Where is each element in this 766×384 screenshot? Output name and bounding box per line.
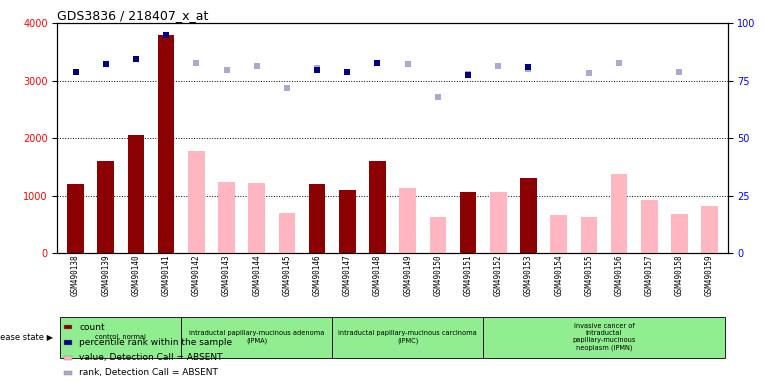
- Point: [70, 69, 82, 75]
- Text: control, normal: control, normal: [96, 334, 146, 340]
- Text: GSM490157: GSM490157: [645, 255, 653, 296]
- Bar: [671, 214, 688, 253]
- Text: GSM490158: GSM490158: [675, 255, 684, 296]
- Bar: [490, 192, 506, 253]
- Text: intraductal papillary-mucinous adenoma
(IPMA): intraductal papillary-mucinous adenoma (…: [189, 330, 325, 344]
- Point: [462, 72, 474, 78]
- Point: [160, 31, 172, 38]
- Bar: [218, 182, 235, 253]
- Bar: [64, 371, 73, 375]
- Text: GSM490159: GSM490159: [705, 255, 714, 296]
- Bar: [430, 217, 446, 253]
- Point: [190, 60, 202, 66]
- Text: GSM490156: GSM490156: [614, 255, 624, 296]
- Text: GSM490155: GSM490155: [584, 255, 594, 296]
- Text: GSM490148: GSM490148: [373, 255, 382, 296]
- Point: [583, 70, 595, 76]
- Text: GSM490150: GSM490150: [434, 255, 442, 296]
- Text: GSM490138: GSM490138: [71, 255, 80, 296]
- Bar: [339, 190, 355, 253]
- Text: GSM490151: GSM490151: [463, 255, 473, 296]
- Text: rank, Detection Call = ABSENT: rank, Detection Call = ABSENT: [79, 368, 218, 377]
- Bar: [369, 161, 386, 253]
- Point: [311, 65, 323, 71]
- Bar: [188, 152, 205, 253]
- Text: value, Detection Call = ABSENT: value, Detection Call = ABSENT: [79, 353, 223, 362]
- Point: [462, 71, 474, 77]
- Text: GSM490154: GSM490154: [554, 255, 563, 296]
- Point: [100, 61, 112, 67]
- Text: intraductal papillary-mucinous carcinoma
(IPMC): intraductal papillary-mucinous carcinoma…: [339, 330, 477, 344]
- Bar: [248, 183, 265, 253]
- Text: GSM490139: GSM490139: [101, 255, 110, 296]
- Point: [522, 64, 535, 70]
- Text: GSM490152: GSM490152: [494, 255, 502, 296]
- Text: percentile rank within the sample: percentile rank within the sample: [79, 338, 232, 347]
- Text: GSM490140: GSM490140: [132, 255, 140, 296]
- Point: [129, 56, 142, 62]
- Bar: [128, 136, 144, 253]
- Point: [613, 60, 625, 66]
- FancyBboxPatch shape: [61, 317, 182, 358]
- Text: GSM490149: GSM490149: [403, 255, 412, 296]
- Bar: [158, 35, 175, 253]
- Point: [372, 60, 384, 66]
- Point: [492, 63, 504, 69]
- Text: GDS3836 / 218407_x_at: GDS3836 / 218407_x_at: [57, 9, 209, 22]
- Text: disease state ▶: disease state ▶: [0, 333, 54, 341]
- Text: GSM490147: GSM490147: [343, 255, 352, 296]
- Text: GSM490145: GSM490145: [283, 255, 291, 296]
- Bar: [460, 192, 476, 253]
- Point: [341, 69, 353, 75]
- Bar: [64, 325, 73, 329]
- Bar: [641, 200, 657, 253]
- Text: GSM490143: GSM490143: [222, 255, 231, 296]
- Bar: [520, 178, 537, 253]
- Bar: [64, 341, 73, 344]
- Text: GSM490146: GSM490146: [313, 255, 322, 296]
- Bar: [702, 206, 718, 253]
- Point: [401, 61, 414, 67]
- Text: GSM490142: GSM490142: [192, 255, 201, 296]
- Text: GSM490141: GSM490141: [162, 255, 171, 296]
- Bar: [67, 184, 83, 253]
- Bar: [279, 213, 295, 253]
- Point: [281, 85, 293, 91]
- Bar: [399, 188, 416, 253]
- FancyBboxPatch shape: [483, 317, 725, 358]
- Text: GSM490153: GSM490153: [524, 255, 533, 296]
- Bar: [64, 356, 73, 360]
- Point: [522, 66, 535, 72]
- Bar: [309, 184, 326, 253]
- Text: count: count: [79, 323, 105, 332]
- Bar: [581, 217, 597, 253]
- Bar: [97, 161, 114, 253]
- Point: [250, 63, 263, 69]
- Point: [432, 94, 444, 100]
- Text: invasive cancer of
intraductal
papillary-mucinous
neoplasm (IPMN): invasive cancer of intraductal papillary…: [572, 323, 636, 351]
- Point: [673, 69, 686, 75]
- Text: GSM490144: GSM490144: [252, 255, 261, 296]
- Bar: [611, 174, 627, 253]
- Point: [221, 66, 233, 73]
- Point: [311, 67, 323, 73]
- FancyBboxPatch shape: [182, 317, 332, 358]
- Bar: [550, 215, 567, 253]
- FancyBboxPatch shape: [332, 317, 483, 358]
